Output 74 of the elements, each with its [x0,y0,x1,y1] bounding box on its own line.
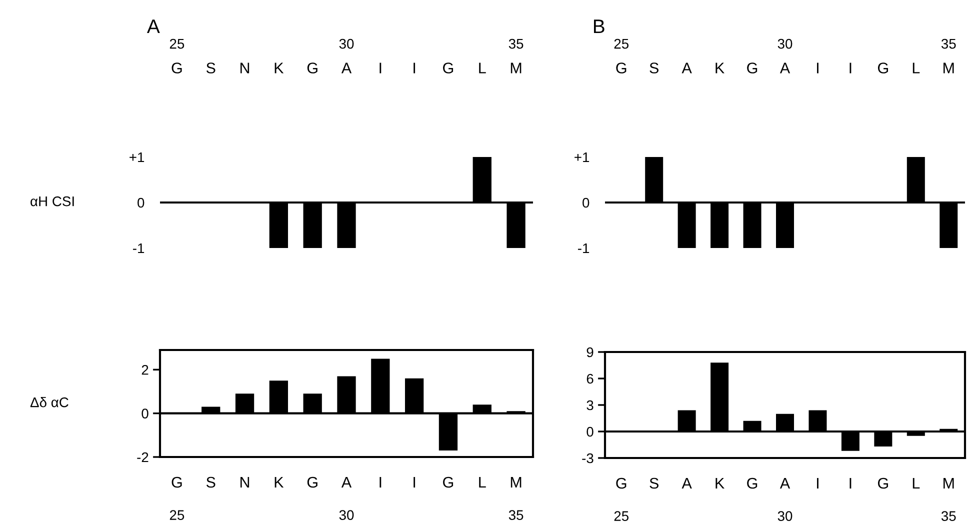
x-tick-label: G [172,476,182,488]
x-tick-label: K [716,62,724,74]
x-tick-label: L [912,62,920,74]
y-tick-label: 0 [138,198,144,208]
x-tick-label: G [878,478,888,489]
y-tick-label: -2 [137,452,148,462]
x-tick-label: M [510,477,522,488]
x-tick-label: G [307,62,318,74]
x-tick-label: I [380,477,382,488]
x-tick-label: I [380,62,382,74]
x-tick-label: S [206,476,216,488]
x-tick-label: L [912,478,920,489]
x-tick-label: N [240,477,250,488]
x-tick-label: K [274,62,284,74]
x2-tick-label: 25 [614,511,629,521]
y-tick-label: 0 [586,426,594,437]
y-tick-label: 2 [142,364,148,375]
y-tick-label: +1 [130,152,144,162]
x-tick-label: K [716,478,724,489]
x-tick-label: S [650,478,658,489]
x-tick-label: G [747,478,758,489]
x-tick-label: G [616,478,626,489]
x-tick-label: N [240,62,250,74]
x-tick-label: M [510,62,522,74]
x2-tick-label: 30 [778,511,792,521]
y-axis-title: αH CSI [30,196,74,206]
y-tick-label: -3 [582,453,594,464]
y-tick-label: 0 [142,408,148,418]
x-tick-label: G [443,476,454,488]
x2-tick-label: 25 [614,38,629,49]
x2-tick-label: 30 [339,38,354,49]
x2-tick-label: 35 [508,38,524,49]
x2-tick-label: 30 [778,38,792,49]
x-tick-label: G [616,62,626,74]
x2-tick-label: 30 [339,510,354,520]
x-tick-label: S [206,62,216,74]
x-tick-label: I [817,62,818,74]
x-tick-label: A [780,62,790,74]
x-tick-label: L [479,62,486,74]
x-tick-label: I [850,478,852,489]
x-tick-label: A [682,62,692,74]
y-axis-title: Δδ αC [30,397,68,408]
x-tick-label: K [274,477,284,488]
x-tick-label: G [172,62,182,74]
x-tick-label: G [307,476,318,488]
x-tick-label: S [650,62,658,74]
chart-title: B [594,20,604,34]
x2-tick-label: 35 [508,510,524,520]
x-tick-label: A [780,478,790,489]
x-tick-label: I [817,478,818,489]
x-tick-label: M [944,62,954,74]
x-tick-label: I [414,477,416,488]
y-tick-label: -1 [132,243,144,254]
x-tick-label: I [414,62,416,74]
x-tick-label: M [944,478,954,489]
x-tick-label: A [341,477,352,488]
x-tick-label: G [443,62,454,74]
x2-tick-label: 35 [941,38,956,49]
y-tick-label: 9 [586,347,594,358]
x-tick-label: A [682,478,692,489]
y-tick-label: -1 [578,243,590,254]
y-tick-label: +1 [574,152,590,162]
y-tick-label: 3 [586,400,594,410]
x2-tick-label: 25 [170,510,184,520]
chart-title: A [146,20,160,34]
y-tick-label: 6 [586,374,594,384]
x-tick-label: G [747,62,758,74]
x-tick-label: A [341,62,352,74]
x2-tick-label: 35 [941,511,956,521]
x2-tick-label: 25 [170,38,184,49]
x-tick-label: G [878,62,888,74]
y-tick-label: 0 [582,198,590,208]
x-tick-label: I [850,62,852,74]
x-tick-label: L [479,477,486,488]
